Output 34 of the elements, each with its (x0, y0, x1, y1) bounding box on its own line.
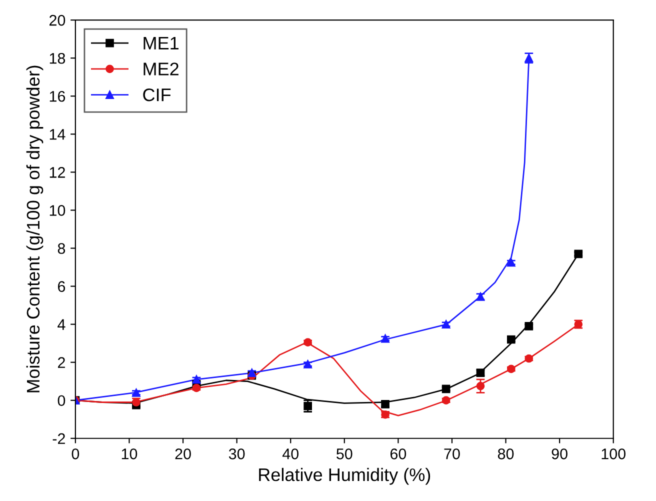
x-tick-label: 90 (552, 448, 568, 460)
y-tick-label: 14 (50, 129, 66, 140)
y-tick-label: 20 (49, 14, 66, 26)
x-tick-label: 0 (72, 448, 80, 460)
x-tick-label: 70 (444, 448, 460, 460)
x-tick-label: 100 (602, 448, 626, 460)
y-tick-label: -2 (52, 433, 65, 444)
x-tick-label: 60 (390, 448, 406, 460)
x-tick-label: 30 (228, 448, 245, 460)
y-tick-label: 16 (50, 90, 66, 102)
x-tick-label: 80 (498, 448, 514, 460)
x-tick-label: 20 (175, 448, 191, 460)
legend-label: ME2 (144, 62, 178, 76)
y-tick-label: 4 (58, 319, 66, 330)
x-tick-label: 50 (336, 448, 352, 460)
legend-label: CIF (143, 88, 171, 102)
point (442, 396, 450, 405)
point (381, 400, 390, 408)
y-tick-label: 18 (50, 52, 66, 64)
y-tick-label: 10 (50, 205, 66, 216)
x-tick-label: 10 (122, 448, 138, 460)
y-tick-label: 2 (58, 357, 65, 368)
x-tick-label: 40 (282, 448, 299, 460)
point (476, 382, 485, 390)
x-axis-title: Relative Humidity (%) (259, 468, 430, 485)
y-axis-title: Moisture Content (g/100 g of dry powder) (26, 66, 44, 392)
y-tick-label: 6 (58, 281, 66, 292)
y-tick-label: 0 (58, 395, 66, 406)
point (506, 335, 516, 344)
y-tick-label: 8 (58, 243, 66, 254)
legend-label: ME1 (144, 36, 178, 50)
point (442, 384, 450, 394)
y-tick-label: 12 (50, 167, 65, 178)
point (304, 338, 312, 347)
